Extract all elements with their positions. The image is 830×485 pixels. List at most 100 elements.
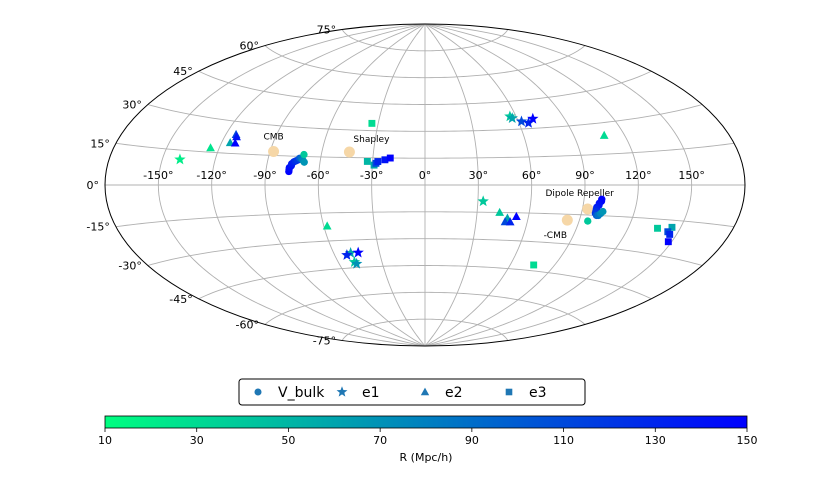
landmark-label: Dipole Repeller <box>545 189 614 199</box>
data-points <box>174 110 676 269</box>
lon-tick-label: -60° <box>307 169 330 182</box>
V_bulk-point <box>584 217 592 225</box>
e1-point <box>522 116 535 128</box>
parallel-line <box>115 211 735 228</box>
e3-point <box>363 157 371 165</box>
lat-tick-label: -30° <box>118 260 141 273</box>
lat-tick-label: -60° <box>236 318 259 331</box>
colorbar-label: R (Mpc/h) <box>400 451 453 464</box>
e2-point <box>230 138 240 147</box>
e1-point <box>344 247 357 258</box>
e2-point <box>495 207 505 216</box>
parallel-line <box>264 291 586 325</box>
e3-point <box>666 230 674 238</box>
lat-tick-label: -75° <box>313 335 336 348</box>
colorbar-tick-label: 30 <box>190 434 204 447</box>
lat-tick-label: -45° <box>169 293 192 306</box>
e1-point <box>515 115 528 127</box>
e1-point <box>350 257 363 269</box>
e1-point <box>174 153 186 165</box>
lon-tick-label: -120° <box>196 169 226 182</box>
colorbar-tick-label: 130 <box>645 434 666 447</box>
landmark-marker <box>268 145 280 157</box>
e2-point <box>599 130 609 139</box>
e1-point <box>477 195 489 207</box>
lat-tick-label: 45° <box>173 65 193 78</box>
e3-point <box>386 154 394 162</box>
colorbar-tick-label: 110 <box>553 434 574 447</box>
colorbar-tick-label: 90 <box>465 434 479 447</box>
e2-point <box>511 211 521 220</box>
e3-point <box>530 261 538 269</box>
legend-box <box>238 378 586 406</box>
legend-marker-e1 <box>336 386 348 397</box>
e3-point <box>668 223 676 231</box>
map-border <box>104 23 746 347</box>
e1-point <box>504 110 516 122</box>
e2-point <box>232 132 241 141</box>
latitude-tick-labels: 75°60°45°30°15°0°-15°-30°-45°-60°-75° <box>86 23 336 347</box>
lon-tick-label: 90° <box>575 169 595 182</box>
landmark-label: CMB <box>263 132 283 142</box>
e3-point <box>381 156 389 164</box>
e1-point <box>527 112 539 124</box>
parallel-line <box>341 318 509 341</box>
landmarks: CMB Shapley Dipole Repeller -CMB <box>263 132 614 241</box>
e1-point <box>341 249 353 260</box>
parallel-line <box>198 265 652 300</box>
colorbar-tick-label: 150 <box>737 434 758 447</box>
landmark-label: -CMB <box>544 231 567 241</box>
e2-point <box>206 143 215 152</box>
lat-tick-label: -15° <box>86 221 109 234</box>
longitude-tick-labels: -150° -120° -90° -60° -30° 0° 30° 60° 90° 120° 150… <box>143 169 705 182</box>
e2-point <box>505 217 515 226</box>
e3-point <box>368 119 376 127</box>
landmark-marker <box>582 203 594 215</box>
e3-point <box>654 224 661 232</box>
grid-lines <box>105 24 745 346</box>
parallel-line <box>147 238 703 266</box>
legend: V_bulk e1 e2 e3 <box>238 378 586 406</box>
lat-tick-label: 75° <box>317 23 337 36</box>
lat-tick-label: 30° <box>122 99 142 112</box>
legend-marker-e2 <box>420 387 430 396</box>
e1-point <box>348 256 361 267</box>
V_bulk-point <box>300 158 308 166</box>
parallel-line <box>264 45 586 79</box>
e3-point <box>374 158 382 165</box>
e2-point <box>322 221 332 230</box>
legend-label-e2: e2 <box>445 385 463 401</box>
lat-tick-label: 15° <box>90 137 110 150</box>
lon-tick-label: 60° <box>522 169 542 182</box>
V_bulk-point <box>599 207 607 216</box>
legend-label-e1: e1 <box>362 385 380 401</box>
V_bulk-point <box>300 150 308 159</box>
legend-marker-V_bulk <box>254 388 262 396</box>
colorbar-gradient <box>104 415 748 429</box>
colorbar-ticks: 10 30 50 70 90 110 130 150 <box>98 428 758 447</box>
colorbar-tick-label: 50 <box>281 434 295 447</box>
legend-label-e3: e3 <box>529 385 547 401</box>
colorbar: 10 30 50 70 90 110 130 150 R (Mpc/h) <box>98 415 758 464</box>
parallel-line <box>147 104 703 132</box>
legend-marker-e3 <box>505 388 513 396</box>
parallel-line <box>115 142 735 159</box>
landmark-marker <box>561 214 573 226</box>
lon-tick-label: -150° <box>143 169 173 182</box>
landmark-marker <box>343 146 355 158</box>
colorbar-tick-label: 10 <box>98 434 112 447</box>
parallel-line <box>341 29 509 52</box>
lon-tick-label: -30° <box>360 169 383 182</box>
lat-tick-label: 0° <box>87 179 100 192</box>
parallel-line <box>198 70 652 105</box>
e1-point <box>506 112 518 124</box>
lon-tick-label: -90° <box>253 169 276 182</box>
lon-tick-label: 150° <box>678 169 705 182</box>
lon-tick-label: 0° <box>419 169 432 182</box>
colorbar-tick-label: 70 <box>373 434 387 447</box>
map-area: -150° -120° -90° -60° -30° 0° 30° 60° 90° 120° 150… <box>86 23 746 348</box>
landmark-label: Shapley <box>353 135 390 145</box>
legend-label-V_bulk: V_bulk <box>278 385 325 401</box>
e3-point <box>664 238 672 246</box>
